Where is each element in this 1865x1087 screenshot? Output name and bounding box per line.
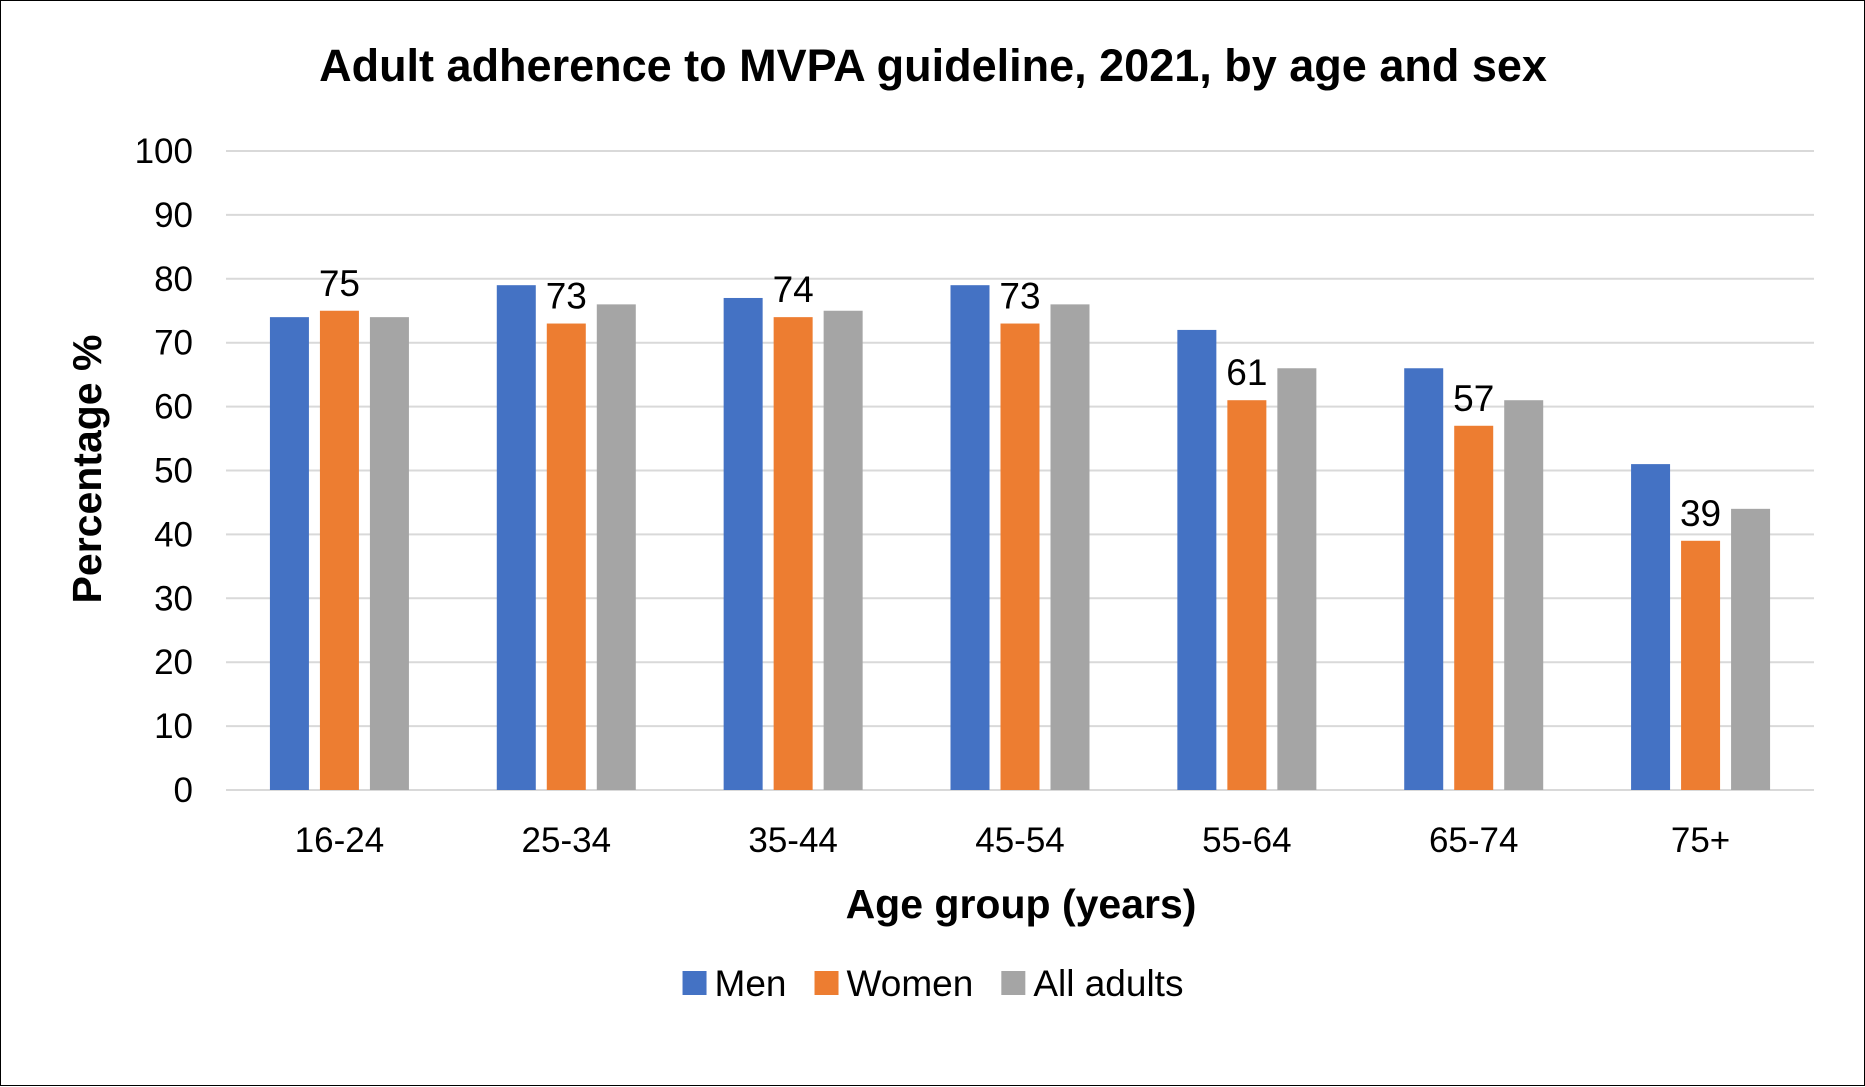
data-label: 73 bbox=[546, 276, 587, 317]
legend-label: Men bbox=[715, 963, 787, 1004]
bar-men bbox=[496, 285, 536, 790]
x-tick-label: 55-64 bbox=[1202, 821, 1292, 860]
y-tick-label: 60 bbox=[154, 388, 193, 427]
bar-men bbox=[1177, 329, 1217, 790]
legend-swatch bbox=[1001, 971, 1026, 995]
legend: Men Women All adults bbox=[682, 963, 1183, 1004]
bar-all-adults bbox=[1731, 508, 1771, 790]
data-label: 61 bbox=[1226, 352, 1267, 393]
y-axis-title: Percentage % bbox=[64, 335, 110, 604]
y-tick-label: 10 bbox=[154, 707, 193, 746]
bar-women bbox=[319, 310, 359, 790]
bar-women bbox=[1000, 323, 1040, 790]
bar-all-adults bbox=[596, 304, 636, 790]
y-tick-label: 20 bbox=[154, 643, 193, 682]
bar-all-adults bbox=[1277, 368, 1317, 790]
data-label: 73 bbox=[999, 276, 1040, 317]
bars bbox=[269, 285, 1771, 790]
legend-swatch bbox=[682, 971, 707, 995]
bar-men bbox=[269, 317, 309, 790]
bar-women bbox=[546, 323, 586, 790]
y-tick-label: 40 bbox=[154, 515, 193, 554]
y-axis-ticks: 0 10 20 30 40 50 60 70 80 90 100 bbox=[135, 132, 193, 810]
y-tick-label: 50 bbox=[154, 452, 193, 491]
x-tick-label: 75+ bbox=[1671, 821, 1730, 860]
bar-all-adults bbox=[1504, 400, 1544, 790]
x-tick-label: 45-54 bbox=[975, 821, 1065, 860]
legend-label: All adults bbox=[1033, 963, 1183, 1004]
data-label: 75 bbox=[319, 263, 360, 304]
bar-all-adults bbox=[369, 317, 409, 790]
bar-women bbox=[773, 317, 813, 790]
bar-women bbox=[1681, 540, 1721, 790]
bar-all-adults bbox=[1050, 304, 1090, 790]
data-label: 57 bbox=[1453, 378, 1494, 419]
legend-swatch bbox=[814, 971, 839, 995]
bar-women bbox=[1454, 425, 1494, 790]
x-tick-label: 65-74 bbox=[1429, 821, 1519, 860]
y-tick-label: 90 bbox=[154, 196, 193, 235]
x-tick-label: 25-34 bbox=[522, 821, 612, 860]
bar-women bbox=[1227, 400, 1267, 790]
data-labels: 75 73 74 73 61 57 39 bbox=[319, 263, 1721, 534]
bar-men bbox=[950, 285, 990, 790]
bar-all-adults bbox=[823, 310, 863, 790]
legend-label: Women bbox=[847, 963, 974, 1004]
y-tick-label: 100 bbox=[135, 132, 193, 171]
y-tick-label: 0 bbox=[174, 771, 193, 810]
bar-men bbox=[1631, 464, 1671, 790]
x-tick-label: 35-44 bbox=[748, 821, 838, 860]
x-axis-title: Age group (years) bbox=[846, 881, 1197, 927]
bar-men bbox=[1404, 368, 1444, 790]
data-label: 74 bbox=[773, 269, 814, 310]
data-label: 39 bbox=[1680, 493, 1721, 534]
x-tick-label: 16-24 bbox=[295, 821, 385, 860]
bar-men bbox=[723, 297, 763, 790]
y-tick-label: 70 bbox=[154, 324, 193, 363]
x-axis-ticks: 16-24 25-34 35-44 45-54 55-64 65-74 75+ bbox=[295, 821, 1731, 860]
y-tick-label: 30 bbox=[154, 579, 193, 618]
chart-title: Adult adherence to MVPA guideline, 2021,… bbox=[319, 40, 1547, 91]
y-tick-label: 80 bbox=[154, 260, 193, 299]
